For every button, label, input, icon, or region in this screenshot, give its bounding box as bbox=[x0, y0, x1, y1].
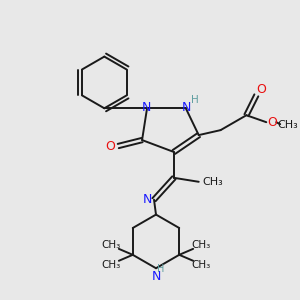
Text: N: N bbox=[142, 193, 152, 206]
Text: N: N bbox=[182, 101, 191, 114]
Text: N: N bbox=[151, 270, 161, 283]
Text: CH₃: CH₃ bbox=[202, 177, 223, 187]
Text: CH₃: CH₃ bbox=[191, 240, 211, 250]
Text: O: O bbox=[105, 140, 115, 152]
Text: O: O bbox=[267, 116, 277, 129]
Text: CH₃: CH₃ bbox=[278, 120, 298, 130]
Text: H: H bbox=[157, 264, 165, 274]
Text: N: N bbox=[141, 101, 151, 114]
Text: CH₃: CH₃ bbox=[101, 260, 121, 270]
Text: O: O bbox=[256, 83, 266, 96]
Text: CH₃: CH₃ bbox=[191, 260, 211, 270]
Text: H: H bbox=[191, 95, 199, 105]
Text: CH₃: CH₃ bbox=[101, 240, 121, 250]
